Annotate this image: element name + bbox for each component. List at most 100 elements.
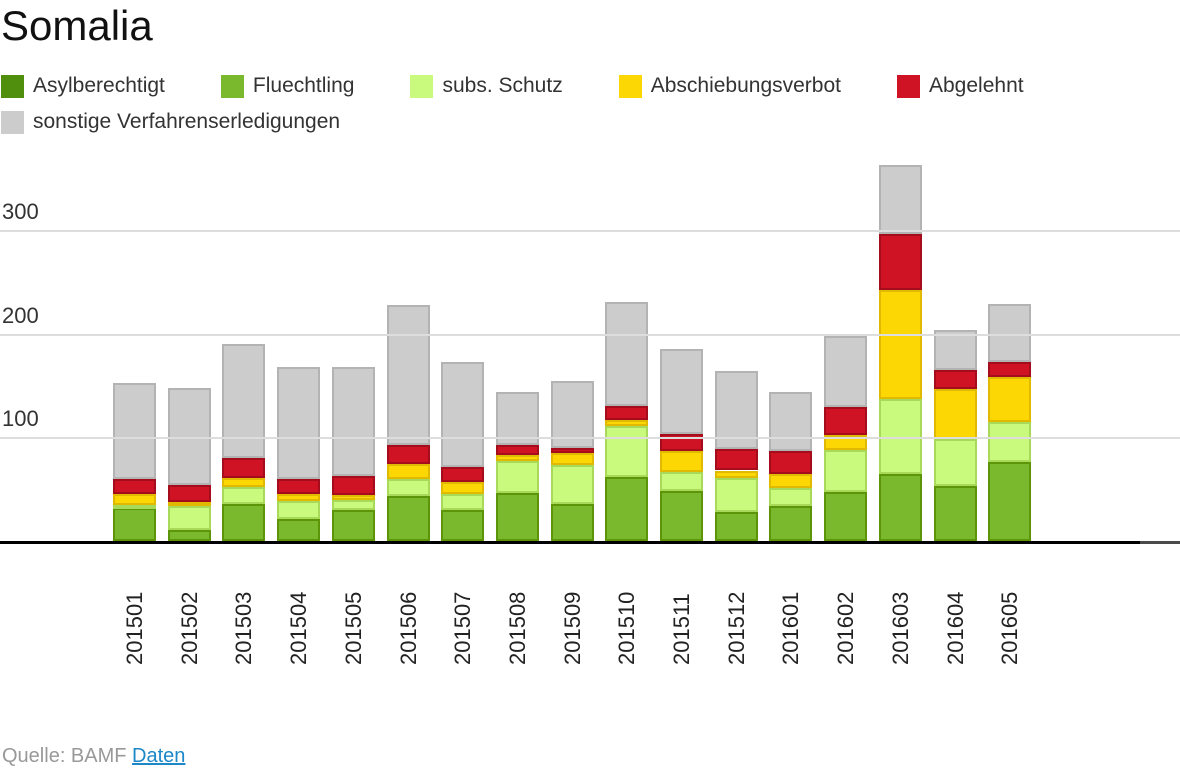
bar-segment-fluechtling[interactable] bbox=[277, 519, 320, 541]
legend-label: subs. Schutz bbox=[442, 74, 563, 97]
bar-segment-abgelehnt[interactable] bbox=[551, 447, 594, 453]
bar-segment-fluechtling[interactable] bbox=[769, 505, 812, 541]
bar-segment-sonstige-verfahrenserledigungen[interactable] bbox=[769, 391, 812, 451]
bar-segment-abgelehnt[interactable] bbox=[441, 467, 484, 482]
bar-segment-sonstige-verfahrenserledigungen[interactable] bbox=[387, 304, 430, 445]
bar-segment-sonstige-verfahrenserledigungen[interactable] bbox=[551, 381, 594, 448]
bar-segment-subs-schutz[interactable] bbox=[660, 471, 703, 492]
bar-segment-subs-schutz[interactable] bbox=[113, 504, 156, 509]
x-axis-tick-label: 201601 bbox=[777, 591, 803, 665]
bar-segment-sonstige-verfahrenserledigungen[interactable] bbox=[934, 329, 977, 370]
bar-segment-subs-schutz[interactable] bbox=[332, 499, 375, 510]
bar-segment-sonstige-verfahrenserledigungen[interactable] bbox=[988, 303, 1031, 362]
bar-segment-subs-schutz[interactable] bbox=[879, 398, 922, 474]
bar-segment-abschiebungsverbot[interactable] bbox=[496, 454, 539, 462]
bar-segment-subs-schutz[interactable] bbox=[988, 421, 1031, 463]
bar-segment-fluechtling[interactable] bbox=[551, 503, 594, 541]
bar-segment-abgelehnt[interactable] bbox=[496, 444, 539, 455]
bar-segment-sonstige-verfahrenserledigungen[interactable] bbox=[277, 366, 320, 479]
bar-segment-fluechtling[interactable] bbox=[222, 503, 265, 541]
bar-segment-sonstige-verfahrenserledigungen[interactable] bbox=[605, 301, 648, 407]
bar-segment-abschiebungsverbot[interactable] bbox=[277, 494, 320, 501]
bar-segment-sonstige-verfahrenserledigungen[interactable] bbox=[824, 335, 867, 408]
bar-segment-fluechtling[interactable] bbox=[441, 509, 484, 541]
bar-segment-abgelehnt[interactable] bbox=[879, 234, 922, 291]
bar-segment-abgelehnt[interactable] bbox=[387, 444, 430, 465]
bar-segment-abschiebungsverbot[interactable] bbox=[934, 388, 977, 440]
gridline bbox=[0, 437, 1180, 439]
bar-segment-subs-schutz[interactable] bbox=[715, 477, 758, 512]
bar-segment-sonstige-verfahrenserledigungen[interactable] bbox=[715, 370, 758, 449]
bar-segment-subs-schutz[interactable] bbox=[824, 449, 867, 493]
bar-segment-abgelehnt[interactable] bbox=[332, 475, 375, 496]
bar-segment-sonstige-verfahrenserledigungen[interactable] bbox=[496, 391, 539, 445]
bar-segment-abschiebungsverbot[interactable] bbox=[222, 477, 265, 488]
y-axis-tick-label: 200 bbox=[2, 303, 39, 328]
bar-segment-subs-schutz[interactable] bbox=[496, 461, 539, 494]
bar-segment-fluechtling[interactable] bbox=[387, 496, 430, 541]
bar-segment-fluechtling[interactable] bbox=[879, 473, 922, 541]
bar-segment-abgelehnt[interactable] bbox=[605, 406, 648, 420]
bar-segment-abschiebungsverbot[interactable] bbox=[168, 501, 211, 506]
bar-segment-abgelehnt[interactable] bbox=[988, 361, 1031, 378]
x-axis-tick-label: 201503 bbox=[230, 591, 256, 665]
bar-segment-abgelehnt[interactable] bbox=[934, 369, 977, 389]
bar-segment-abschiebungsverbot[interactable] bbox=[113, 494, 156, 505]
bar-segment-abgelehnt[interactable] bbox=[277, 478, 320, 495]
bar-segment-subs-schutz[interactable] bbox=[769, 488, 812, 506]
bar-segment-subs-schutz[interactable] bbox=[605, 425, 648, 477]
bar-segment-sonstige-verfahrenserledigungen[interactable] bbox=[222, 344, 265, 459]
bar-segment-sonstige-verfahrenserledigungen[interactable] bbox=[332, 366, 375, 476]
bar-segment-sonstige-verfahrenserledigungen[interactable] bbox=[660, 349, 703, 435]
bar-segment-abgelehnt[interactable] bbox=[715, 448, 758, 471]
bar-segment-subs-schutz[interactable] bbox=[168, 505, 211, 530]
bar-segment-abschiebungsverbot[interactable] bbox=[551, 452, 594, 466]
bar-segment-sonstige-verfahrenserledigungen[interactable] bbox=[113, 383, 156, 479]
bar-segment-subs-schutz[interactable] bbox=[277, 500, 320, 520]
legend-item-6: sonstige Verfahrenserledigungen bbox=[1, 110, 340, 134]
bar-segment-abschiebungsverbot[interactable] bbox=[441, 481, 484, 495]
bar-segment-abgelehnt[interactable] bbox=[222, 458, 265, 478]
legend-item-2: Fluechtling bbox=[220, 74, 355, 98]
bar-segment-abgelehnt[interactable] bbox=[113, 478, 156, 495]
bar-segment-abschiebungsverbot[interactable] bbox=[660, 450, 703, 472]
x-axis-line-end bbox=[1140, 541, 1180, 544]
legend-label: Asylberechtigt bbox=[33, 74, 165, 97]
bar-segment-sonstige-verfahrenserledigungen[interactable] bbox=[168, 387, 211, 485]
bar-segment-abschiebungsverbot[interactable] bbox=[387, 464, 430, 479]
bar-segment-fluechtling[interactable] bbox=[988, 462, 1031, 541]
y-axis-tick-label: 300 bbox=[2, 199, 39, 224]
bar-segment-sonstige-verfahrenserledigungen[interactable] bbox=[441, 361, 484, 468]
x-axis-tick-label: 201501 bbox=[121, 591, 147, 665]
bar-segment-abgelehnt[interactable] bbox=[769, 450, 812, 474]
legend-label: Fluechtling bbox=[252, 74, 355, 97]
bar-segment-abschiebungsverbot[interactable] bbox=[988, 377, 1031, 422]
bar-segment-subs-schutz[interactable] bbox=[551, 465, 594, 504]
bar-segment-fluechtling[interactable] bbox=[715, 511, 758, 541]
bar-segment-subs-schutz[interactable] bbox=[441, 494, 484, 510]
bar-segment-subs-schutz[interactable] bbox=[222, 487, 265, 504]
bar-segment-subs-schutz[interactable] bbox=[934, 439, 977, 487]
legend-item-4: Abschiebungsverbot bbox=[618, 74, 841, 98]
bar-segment-fluechtling[interactable] bbox=[605, 476, 648, 541]
bar-segment-abgelehnt[interactable] bbox=[168, 485, 211, 502]
bar-segment-fluechtling[interactable] bbox=[934, 486, 977, 541]
bar-segment-abschiebungsverbot[interactable] bbox=[332, 495, 375, 500]
bar-segment-fluechtling[interactable] bbox=[332, 509, 375, 541]
page-title: Somalia bbox=[1, 2, 153, 49]
source-data-link[interactable]: Daten bbox=[132, 745, 186, 767]
x-axis-tick-label: 201502 bbox=[176, 591, 202, 665]
bar-segment-sonstige-verfahrenserledigungen[interactable] bbox=[879, 164, 922, 235]
bar-segment-fluechtling[interactable] bbox=[496, 493, 539, 541]
bar-segment-abschiebungsverbot[interactable] bbox=[605, 419, 648, 426]
bar-segment-abschiebungsverbot[interactable] bbox=[715, 470, 758, 478]
bar-segment-abschiebungsverbot[interactable] bbox=[769, 473, 812, 489]
bar-segment-abgelehnt[interactable] bbox=[824, 407, 867, 436]
bar-segment-fluechtling[interactable] bbox=[824, 492, 867, 541]
bar-segment-fluechtling[interactable] bbox=[113, 507, 156, 541]
bar-segment-fluechtling[interactable] bbox=[168, 529, 211, 541]
bar-segment-fluechtling[interactable] bbox=[660, 491, 703, 541]
bar-segment-subs-schutz[interactable] bbox=[387, 478, 430, 497]
bar-segment-abschiebungsverbot[interactable] bbox=[879, 290, 922, 399]
